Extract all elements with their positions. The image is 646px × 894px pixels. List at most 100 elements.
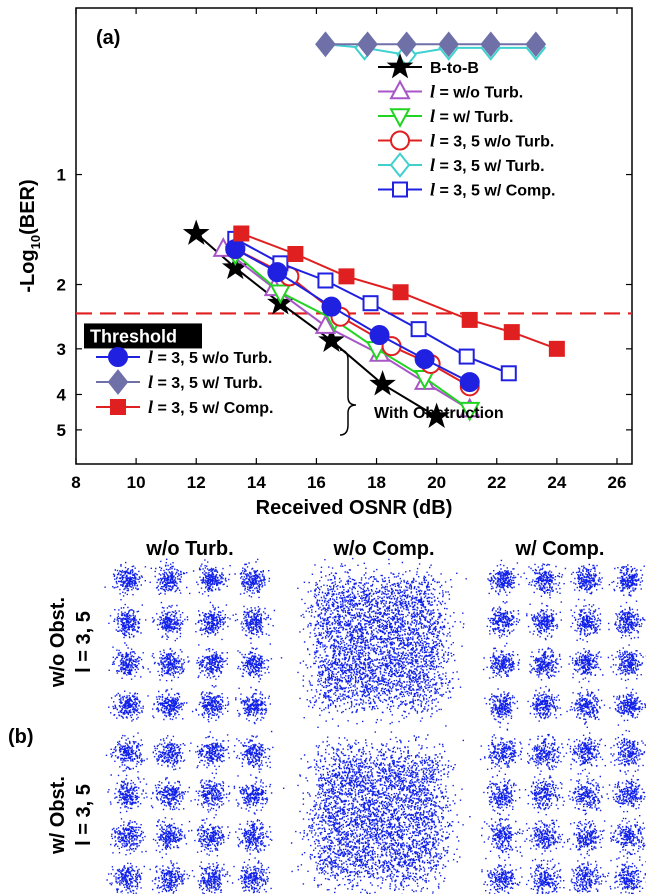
y-tick-label: 4 (57, 385, 67, 404)
legend-entry: l = 3, 5 w/o Turb. (96, 347, 272, 367)
data-point (503, 324, 520, 341)
data-point (317, 272, 334, 289)
legend-label: l = 3, 5 w/o Turb. (148, 347, 272, 367)
legend-marker (386, 52, 414, 79)
data-point (500, 365, 517, 382)
x-tick-label: 26 (608, 473, 627, 492)
constellation-points (290, 731, 471, 894)
data-point (314, 314, 337, 334)
series-line (195, 232, 438, 418)
data-point (221, 253, 249, 280)
threshold: Threshold (76, 312, 632, 349)
constellation-r1-c0 (105, 730, 285, 894)
legend-entry: l = 3, 5 w/ Turb. (96, 369, 263, 395)
data-point (458, 348, 475, 365)
data-point (267, 262, 288, 283)
data-point (315, 31, 336, 58)
y-tick-label: 1 (57, 166, 66, 185)
panel-b-label: (b) (8, 726, 34, 748)
constellation-points (479, 726, 646, 894)
row-label-0: w/o Obst. l = 3, 5 (47, 597, 95, 688)
constellation-r0-c1 (297, 557, 467, 739)
legend-marker (389, 152, 411, 178)
y-axis-label-tail: (BER) (17, 179, 39, 235)
constellation-points (482, 559, 646, 728)
y-axis-label: -Log10(BER) (17, 179, 43, 292)
legend-marker (389, 108, 411, 129)
legend-marker (392, 181, 408, 198)
series-8 (233, 225, 565, 357)
x-tick-label: 20 (427, 473, 446, 492)
data-point (480, 31, 502, 58)
col-header-2: w/ Comp. (515, 538, 605, 560)
legend-entry: B-to-B (378, 52, 479, 79)
data-point (225, 239, 246, 260)
legend-top: B-to-B l = w/o Turb. l = w/ Turb. l = 3, 5 … (378, 52, 556, 200)
legend-entry: l = 3, 5 w/ Comp. (378, 180, 556, 200)
legend-label: l = w/o Turb. (430, 82, 523, 102)
data-point (396, 31, 417, 58)
obstruction-brace (339, 349, 357, 436)
data-point (357, 31, 378, 58)
constellation-r1-c2 (479, 726, 646, 894)
data-point (414, 349, 435, 370)
constellations (104, 557, 646, 894)
x-tick-label: 24 (547, 473, 566, 492)
legend-marker (107, 369, 129, 395)
series-group (182, 31, 565, 429)
constellation-r0-c0 (104, 558, 283, 725)
data-point (525, 31, 547, 58)
data-point (318, 326, 345, 353)
series-7 (315, 31, 547, 58)
data-point (182, 219, 210, 245)
y-axis-label-main: -Log (17, 249, 39, 292)
y-tick-label: 5 (57, 421, 66, 440)
data-point (338, 268, 355, 285)
legend-entry: l = 3, 5 w/ Comp. (96, 397, 274, 417)
data-point (438, 31, 459, 58)
x-tick-label: 14 (247, 473, 266, 492)
legend-marker (110, 399, 126, 415)
legend-marker (389, 79, 411, 100)
legend-label: l = w/ Turb. (430, 106, 513, 126)
data-point (362, 295, 379, 312)
legend-bottom: l = 3, 5 w/o Turb. l = 3, 5 w/ Turb. l = 3… (96, 347, 504, 436)
x-tick-label: 22 (487, 473, 506, 492)
legend-label: l = 3, 5 w/ Turb. (148, 372, 263, 392)
x-tick-label: 10 (127, 473, 146, 492)
data-point (410, 321, 427, 338)
data-point (423, 402, 450, 429)
constellation-points (105, 730, 285, 894)
legend-label: l = 3, 5 w/o Turb. (430, 131, 554, 151)
data-point (369, 370, 396, 396)
data-point (459, 401, 481, 422)
legend-label: l = 3, 5 w/ Comp. (148, 397, 274, 417)
threshold-label-box (84, 323, 202, 349)
col-header-0: w/o Turb. (145, 538, 233, 560)
panel-b: w/o Turb. w/o Comp. w/ Comp. w/o Obst. l… (8, 538, 646, 894)
y-tick-label: 2 (57, 276, 66, 295)
data-point (459, 372, 480, 393)
constellation-points (297, 557, 467, 739)
y-axis-label-sub: 10 (28, 235, 43, 249)
legend-label: l = 3, 5 w/ Comp. (430, 180, 556, 200)
plot-frame (75, 7, 633, 465)
row-label-0-line1: w/o Obst. (47, 597, 69, 688)
legend-marker (108, 347, 128, 367)
data-point (548, 340, 565, 357)
data-point (233, 225, 250, 242)
legend-label: B-to-B (430, 60, 479, 77)
legend-label: l = 3, 5 w/ Turb. (430, 155, 545, 175)
panel-a-label: (a) (96, 27, 120, 49)
x-axis-label: Received OSNR (dB) (256, 497, 453, 519)
brace-label: With Obstruction (374, 405, 504, 422)
constellation-points (104, 558, 283, 725)
series-5 (227, 230, 517, 382)
x-tick-label: 8 (71, 473, 80, 492)
data-point (269, 284, 292, 305)
x-tick-label: 16 (307, 473, 326, 492)
legend-entry: l = w/o Turb. (378, 79, 523, 102)
